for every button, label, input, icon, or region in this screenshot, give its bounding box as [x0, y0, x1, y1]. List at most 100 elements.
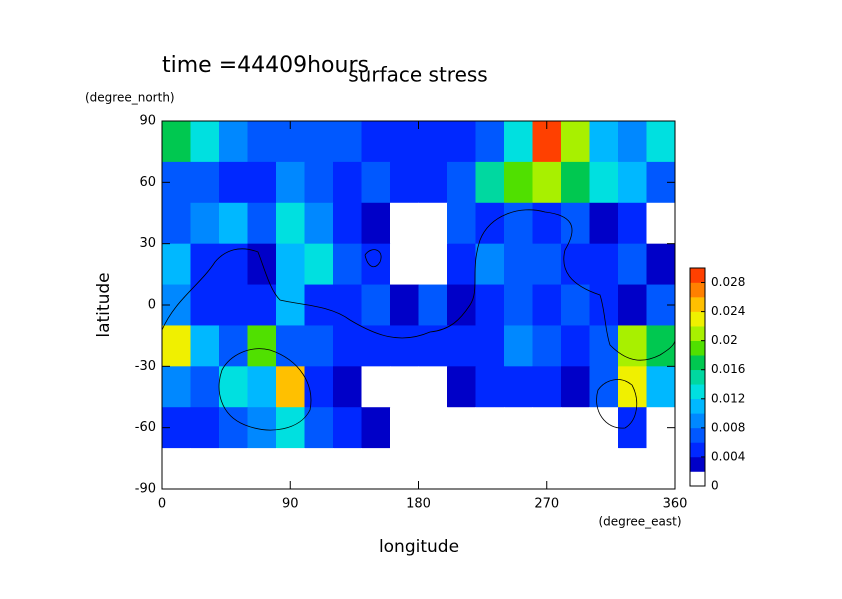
colorbar-frame	[689, 267, 706, 487]
colorbar-band	[690, 326, 705, 341]
y-tick-label: -60	[135, 420, 156, 435]
field-cell	[447, 325, 476, 367]
field-cell	[418, 121, 448, 163]
field-cell	[475, 121, 505, 163]
colorbar-tick-label: 0	[711, 479, 719, 493]
field-cell	[247, 407, 277, 449]
field-cell	[589, 448, 619, 490]
field-cell	[646, 121, 676, 163]
field-cell	[390, 407, 419, 449]
field-cell	[618, 448, 647, 490]
field-cell	[304, 161, 334, 204]
coastlines	[161, 209, 676, 431]
field-cell	[561, 121, 590, 163]
field-cell	[361, 161, 391, 204]
field-cell	[532, 325, 562, 367]
field-cell	[504, 407, 533, 449]
x-tick-label: 180	[406, 497, 431, 512]
x-axis-label: longitude	[379, 537, 459, 557]
field-cell	[247, 284, 277, 326]
field-cell	[333, 243, 362, 286]
field-cell	[304, 407, 334, 449]
field-cell	[390, 448, 419, 490]
y-tick-label: -90	[135, 482, 156, 497]
field-cell	[190, 366, 220, 408]
field-cell	[418, 161, 448, 204]
field-cell	[276, 366, 305, 408]
field-cell	[532, 243, 562, 286]
field-cell	[618, 202, 647, 245]
colorbar-band	[690, 456, 705, 472]
field-cell	[532, 407, 562, 449]
field-cell	[219, 161, 248, 204]
field-cell	[219, 202, 248, 245]
field-cell	[561, 243, 590, 286]
colorbar-band	[690, 340, 705, 356]
field-cell	[162, 448, 191, 490]
field-cell	[333, 407, 362, 449]
field-cell	[447, 161, 476, 204]
field-cell	[390, 366, 419, 408]
field-cell	[646, 243, 676, 286]
x-unit: (degree_east)	[598, 515, 681, 529]
field-cell	[618, 325, 647, 367]
field-cell	[532, 284, 562, 326]
field-cell	[219, 243, 248, 286]
field-cell	[304, 243, 334, 286]
field-cell	[361, 243, 391, 286]
field-cell	[447, 448, 476, 490]
field-cell	[646, 202, 676, 245]
field-cell	[361, 202, 391, 245]
field-cell	[618, 161, 647, 204]
colorbar-tick-label: 0.024	[711, 304, 745, 318]
field-cell	[561, 325, 590, 367]
colorbar-tick-label: 0.008	[711, 420, 745, 434]
colorbar-band	[690, 355, 705, 371]
field-cell	[247, 448, 277, 490]
field-cell	[646, 325, 676, 367]
field-cell	[589, 284, 619, 326]
field-cell	[162, 202, 191, 245]
field-cell	[447, 243, 476, 286]
colorbar-tick-label: 0.016	[711, 362, 745, 376]
field-cell	[247, 161, 277, 204]
field-cell	[561, 161, 590, 204]
subtitle: time =44409hours	[162, 53, 369, 78]
field-cell	[276, 325, 305, 367]
field-cell	[504, 448, 533, 490]
field-cell	[589, 243, 619, 286]
field-cell	[304, 202, 334, 245]
chart-title: surface stress	[348, 63, 487, 87]
x-tick-label: 360	[663, 497, 688, 512]
field-cell	[162, 325, 191, 367]
field-cell	[618, 121, 647, 163]
field-cell	[276, 243, 305, 286]
field-cell	[361, 448, 391, 490]
field-cell	[247, 366, 277, 408]
field-cell	[589, 202, 619, 245]
field-cell	[304, 325, 334, 367]
colorbar-band	[690, 398, 705, 414]
field-cell	[418, 284, 448, 326]
field-cell	[190, 121, 220, 163]
y-tick-label: 0	[148, 298, 156, 313]
field-cell	[190, 448, 220, 490]
colorbar-tick-label: 0.012	[711, 391, 745, 405]
x-tick-label: 270	[534, 497, 559, 512]
field-cell	[504, 202, 533, 245]
field-cell	[504, 161, 533, 204]
field-cell	[418, 366, 448, 408]
field-cell	[361, 366, 391, 408]
field-cell	[475, 243, 505, 286]
field-cell	[361, 284, 391, 326]
field-cell	[190, 407, 220, 449]
field-cell	[333, 448, 362, 490]
field-cell	[646, 448, 676, 490]
field-cell	[190, 161, 220, 204]
colorbar-band	[690, 282, 705, 298]
field-cell	[333, 284, 362, 326]
field-cell	[447, 366, 476, 408]
field-cell	[390, 202, 419, 245]
field-cell	[447, 407, 476, 449]
field-cell	[162, 243, 191, 286]
